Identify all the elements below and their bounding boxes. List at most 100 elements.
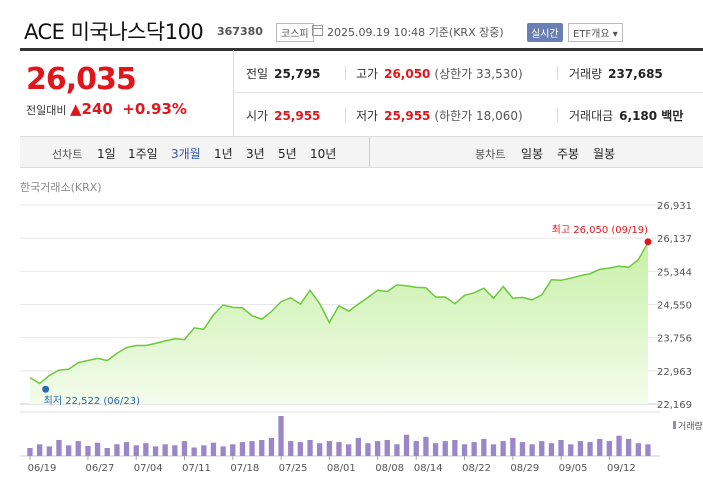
y-tick-label: 26,137 xyxy=(657,234,692,245)
volume-bar xyxy=(56,440,62,456)
exchange-label: 한국거래소(KRX) xyxy=(20,181,102,194)
high-annotation: 최고 26,050 (09/19) xyxy=(552,224,648,236)
y-tick-label: 25,344 xyxy=(657,267,692,278)
quote-separator xyxy=(345,108,346,122)
volume-bar xyxy=(355,437,361,456)
volume-bar xyxy=(172,445,178,456)
candle-monthly[interactable]: 월봉 xyxy=(593,147,616,161)
volume-bar xyxy=(133,445,139,456)
volume-bar xyxy=(94,442,101,456)
x-tick-label: 06/27 xyxy=(86,463,115,474)
volume-bar xyxy=(336,442,342,456)
volume-bar xyxy=(442,441,448,456)
volume-bar xyxy=(249,441,255,456)
change-amount: 240 xyxy=(81,100,113,118)
y-tick-label: 26,931 xyxy=(657,201,692,212)
volume-bar xyxy=(210,442,217,456)
etf-info-button[interactable]: ETF개요 ▾ xyxy=(568,23,623,42)
change-label: 전일대비 xyxy=(26,104,67,117)
quote-panel: 26,035 전일대비 ▲240 +0.93% 전일 25,795 고가 26,05… xyxy=(20,50,703,137)
volume-bar xyxy=(85,445,91,456)
volume-bar xyxy=(626,438,632,456)
volume-bar xyxy=(75,441,81,456)
realtime-badge[interactable]: 실시간 xyxy=(527,23,563,42)
volume-bar xyxy=(288,441,294,456)
volume-legend: 거래량 xyxy=(678,420,703,432)
quote-divider xyxy=(233,50,234,136)
current-price: 26,035 xyxy=(26,62,137,97)
volume-bar xyxy=(143,443,149,456)
volume-bar xyxy=(510,437,516,456)
low-annotation: 최저 22,522 (06/23) xyxy=(44,395,140,407)
x-tick-label: 08/08 xyxy=(375,463,404,474)
volume-bar xyxy=(37,444,43,456)
volume-bar xyxy=(375,441,381,456)
volume-bar xyxy=(297,442,303,456)
volume-bar xyxy=(539,441,545,456)
period-bar: 선차트 1일 1주일 3개월 1년 3년 5년 10년 봉차트 일봉 주봉 월봉 xyxy=(20,137,703,168)
price-area xyxy=(30,242,648,404)
y-tick-label: 23,756 xyxy=(657,334,692,345)
y-tick-label: 22,963 xyxy=(657,367,692,378)
day-low: 저가 25,955 (하한가 18,060) xyxy=(356,109,523,123)
volume-bar xyxy=(365,443,371,456)
quote-separator xyxy=(557,108,558,122)
candle-daily[interactable]: 일봉 xyxy=(521,147,544,161)
title-bar: ACE 미국나스닥100 367380 코스피 2025.09.19 10:48… xyxy=(20,10,703,51)
quote-row-divider xyxy=(233,92,703,93)
volume-bar xyxy=(461,444,468,456)
volume-bar xyxy=(568,444,574,456)
volume-bar xyxy=(413,441,419,456)
candle-weekly[interactable]: 주봉 xyxy=(557,147,580,161)
period-10y[interactable]: 10년 xyxy=(310,147,337,161)
price-line xyxy=(29,242,649,385)
volume-bar xyxy=(317,443,323,456)
volume-bar xyxy=(307,440,313,456)
period-1y[interactable]: 1년 xyxy=(214,147,233,161)
volume-bar xyxy=(66,445,72,456)
volume-bar xyxy=(635,443,641,456)
period-1w[interactable]: 1주일 xyxy=(128,147,158,161)
etf-name: ACE 미국나스닥100 xyxy=(24,20,204,44)
volume-bar xyxy=(548,443,555,456)
volume-stat: 거래량 237,685 xyxy=(569,67,663,81)
volume-bar xyxy=(46,446,52,456)
change-percent: +0.93% xyxy=(122,100,187,118)
volume-bar xyxy=(606,441,612,456)
volume-bar xyxy=(645,444,651,456)
change-row: 전일대비 ▲240 +0.93% xyxy=(26,100,187,118)
volume-bar xyxy=(587,442,593,456)
period-3m[interactable]: 3개월 xyxy=(171,147,201,161)
volume-bar xyxy=(384,440,390,456)
day-high: 고가 26,050 (상한가 33,530) xyxy=(356,67,523,81)
market-tag: 코스피 xyxy=(276,23,314,42)
volume-bar xyxy=(519,442,526,456)
x-tick-label: 08/14 xyxy=(414,463,443,474)
volume-bar xyxy=(201,445,207,456)
volume-bar xyxy=(181,441,188,456)
prev-close: 전일 25,795 xyxy=(246,67,321,81)
trade-amount: 거래대금 6,180 백만 xyxy=(569,109,684,123)
period-1d[interactable]: 1일 xyxy=(97,147,116,161)
x-tick-label: 07/18 xyxy=(230,463,259,474)
period-5y[interactable]: 5년 xyxy=(278,147,297,161)
volume-bar xyxy=(278,416,284,456)
volume-bar xyxy=(220,446,226,456)
x-tick-label: 07/25 xyxy=(279,463,308,474)
x-tick-label: 09/12 xyxy=(607,463,636,474)
quote-separator xyxy=(557,66,558,80)
volume-bar xyxy=(162,444,168,456)
quote-datetime: 2025.09.19 10:48 기준(KRX 장중) xyxy=(327,26,504,39)
volume-bar xyxy=(230,444,236,456)
x-tick-label: 07/04 xyxy=(134,463,163,474)
quote-separator xyxy=(345,66,346,80)
up-arrow-icon: ▲ xyxy=(69,100,82,118)
volume-bar xyxy=(191,447,197,456)
line-chart-label: 선차트 xyxy=(52,148,83,161)
volume-bar xyxy=(423,436,429,456)
volume-bar xyxy=(481,438,487,456)
period-3y[interactable]: 3년 xyxy=(246,147,265,161)
volume-bar xyxy=(104,448,110,456)
volume-bar xyxy=(616,435,622,456)
